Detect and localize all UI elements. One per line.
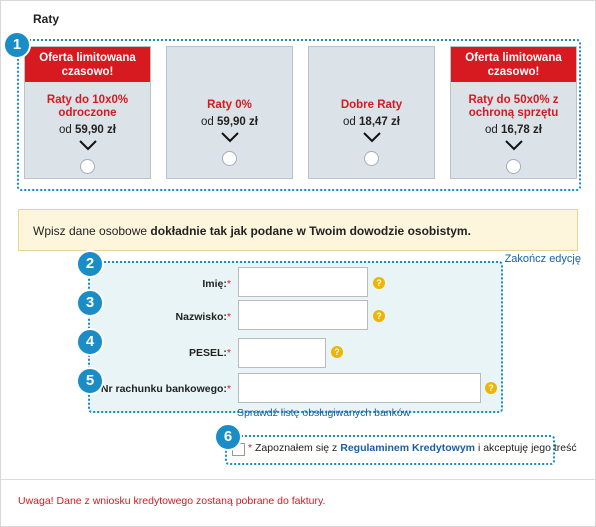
chevron bbox=[78, 140, 97, 151]
badge: 6 bbox=[214, 423, 242, 451]
price: 18,47 zł bbox=[359, 116, 400, 128]
radio[interactable] bbox=[506, 159, 521, 174]
price: 16,78 zł bbox=[501, 124, 542, 136]
price: 59,90 zł bbox=[217, 116, 258, 128]
required: * bbox=[226, 383, 231, 395]
consent-text: * Zapoznałem się z Regulaminem Kredytowy… bbox=[248, 442, 577, 454]
offer-title: Raty do 10x0% odroczone bbox=[46, 94, 129, 119]
offer-card[interactable]: Oferta limitowana czasowo! Raty do 10x0% … bbox=[24, 46, 151, 179]
offer-title: Raty 0% bbox=[207, 99, 252, 111]
input[interactable] bbox=[238, 267, 368, 297]
chevron bbox=[220, 132, 239, 143]
help-icon[interactable]: ? bbox=[485, 382, 497, 394]
label-text: Nazwisko: bbox=[175, 311, 227, 323]
offer-header: Oferta limitowana czasowo! bbox=[451, 47, 576, 82]
badge: 2 bbox=[76, 250, 104, 278]
banks-link[interactable]: Sprawdź listę obsługiwanych banków bbox=[237, 407, 411, 419]
offers-box bbox=[17, 39, 581, 191]
text: Zapoznałem się z bbox=[255, 442, 338, 454]
field-label: Nazwisko:* bbox=[176, 311, 231, 323]
field-label: Imię:* bbox=[202, 278, 231, 290]
offer-price: od 16,78 zł bbox=[485, 124, 542, 136]
price-prefix: od bbox=[485, 124, 498, 136]
price-prefix: od bbox=[59, 124, 72, 136]
label-text: PESEL: bbox=[188, 347, 227, 359]
price: 59,90 zł bbox=[75, 124, 116, 136]
section-title: Raty bbox=[33, 12, 60, 26]
offer-header: Oferta limitowana czasowo! bbox=[25, 47, 150, 82]
offer-price: od 59,90 zł bbox=[201, 116, 258, 128]
label-text: Imię: bbox=[202, 278, 227, 290]
radio[interactable] bbox=[80, 159, 95, 174]
price-prefix: od bbox=[343, 116, 356, 128]
required: * bbox=[226, 311, 231, 323]
required: * bbox=[226, 347, 231, 359]
field-label: PESEL:* bbox=[189, 347, 231, 359]
input[interactable] bbox=[238, 338, 326, 368]
required: * bbox=[248, 442, 253, 454]
finish-edit-link[interactable]: Zakończ edycję bbox=[504, 253, 581, 265]
notice-bold: dokładnie tak jak podane w Twoim dowodzi… bbox=[150, 224, 471, 238]
radio[interactable] bbox=[222, 151, 237, 166]
regulations-link[interactable]: Regulaminem Kredytowym bbox=[340, 442, 476, 454]
required: * bbox=[226, 278, 231, 290]
offer-title: Dobre Raty bbox=[340, 99, 403, 111]
offer-price: od 59,90 zł bbox=[59, 124, 116, 136]
badge: 5 bbox=[76, 367, 104, 395]
offer-card[interactable]: Dobre Raty od 18,47 zł bbox=[308, 46, 435, 179]
offer-card[interactable]: Raty 0% od 59,90 zł bbox=[166, 46, 293, 179]
help-icon[interactable]: ? bbox=[373, 277, 385, 289]
chevron bbox=[504, 140, 523, 151]
radio[interactable] bbox=[364, 151, 379, 166]
badge: 1 bbox=[3, 31, 31, 59]
input[interactable] bbox=[238, 300, 368, 330]
offer-title: Raty do 50x0% z ochroną sprzętu bbox=[468, 94, 559, 119]
badge: 3 bbox=[76, 289, 104, 317]
separator bbox=[1, 479, 595, 480]
notice: Wpisz dane osobowe dokładnie tak jak pod… bbox=[18, 209, 578, 251]
warning: Uwaga! Dane z wniosku kredytowego zostan… bbox=[18, 495, 326, 507]
input[interactable] bbox=[238, 373, 481, 403]
offer-price: od 18,47 zł bbox=[343, 116, 400, 128]
badge: 4 bbox=[76, 328, 104, 356]
label-text: Nr rachunku bankowego: bbox=[100, 383, 227, 395]
price-prefix: od bbox=[201, 116, 214, 128]
help-icon[interactable]: ? bbox=[331, 346, 343, 358]
offer-card[interactable]: Oferta limitowana czasowo! Raty do 50x0% … bbox=[450, 46, 577, 179]
chevron bbox=[362, 132, 381, 143]
field-label: Nr rachunku bankowego:* bbox=[101, 383, 231, 395]
help-icon[interactable]: ? bbox=[373, 310, 385, 322]
text: i akceptuję jego treść bbox=[477, 442, 577, 454]
notice-text: Wpisz dane osobowe bbox=[33, 224, 148, 238]
